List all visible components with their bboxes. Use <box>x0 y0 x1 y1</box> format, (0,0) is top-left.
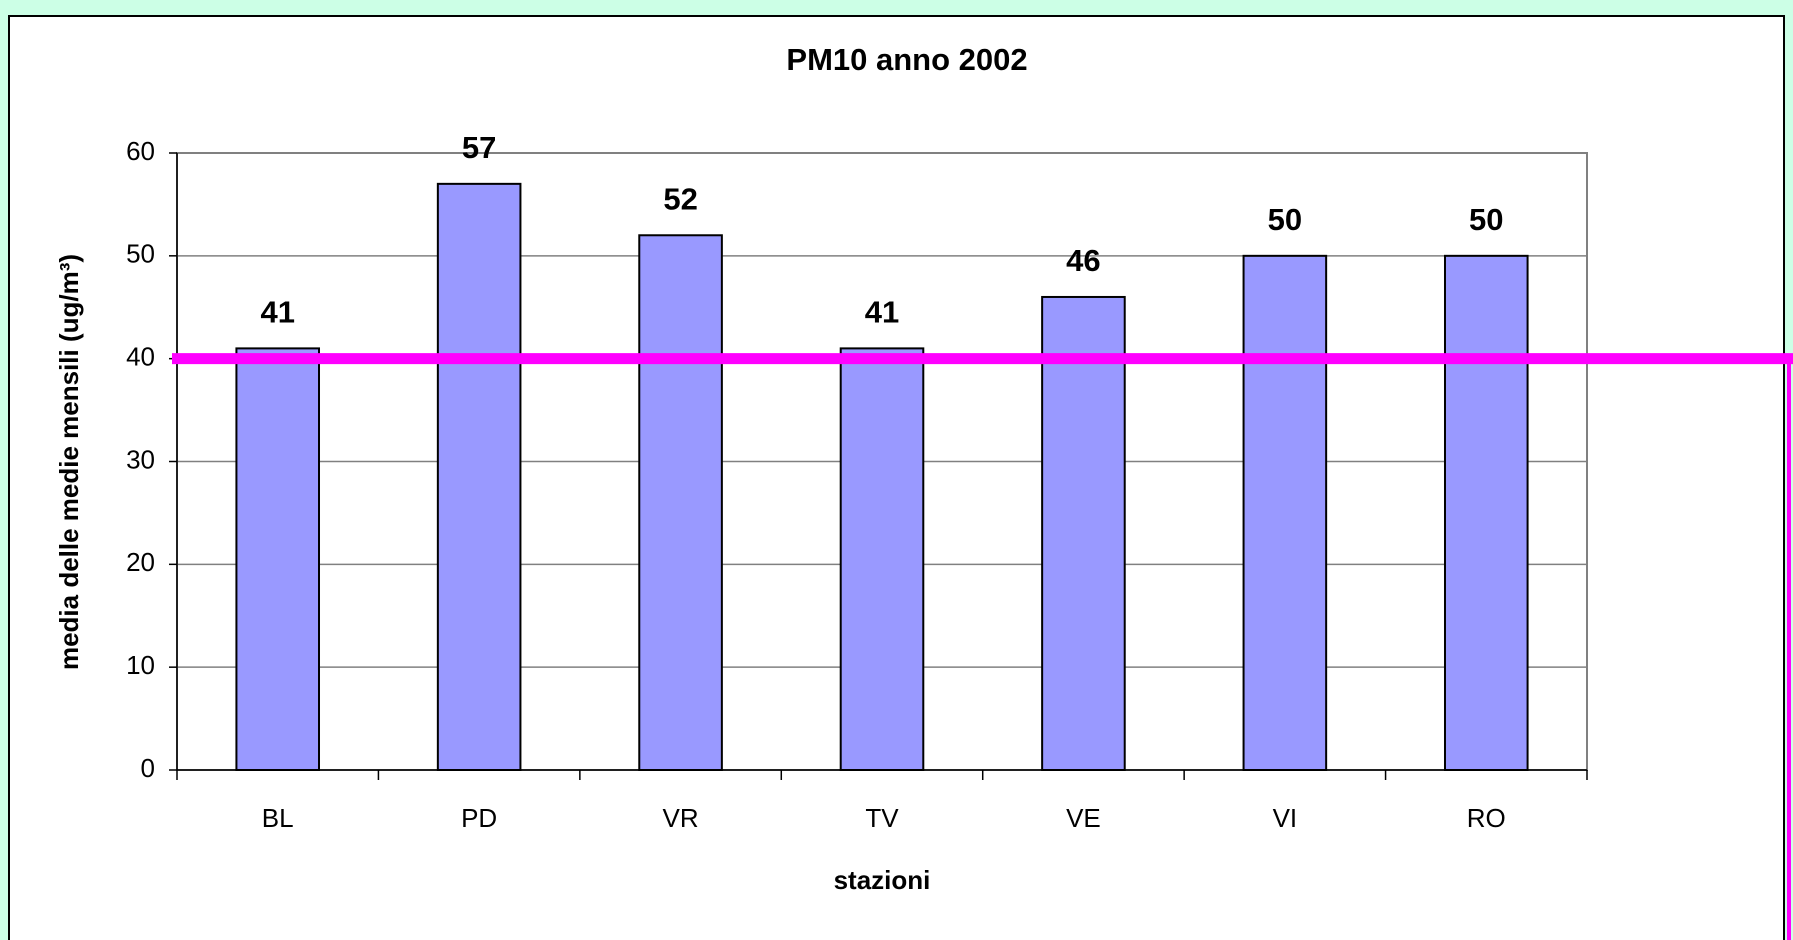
data-label: 57 <box>462 130 496 165</box>
y-tick-label: 10 <box>126 650 155 680</box>
bar <box>1242 254 1328 772</box>
x-tick-label: RO <box>1467 803 1506 833</box>
x-tick-label: VE <box>1066 803 1101 833</box>
y-tick-label: 60 <box>126 136 155 166</box>
x-tick-label: PD <box>461 803 497 833</box>
bar <box>638 234 723 771</box>
y-tick-label: 20 <box>126 547 155 577</box>
data-label: 46 <box>1066 243 1100 278</box>
bar <box>235 347 321 771</box>
data-label: 52 <box>663 181 697 216</box>
bar <box>1041 295 1126 771</box>
x-tick-label: VI <box>1273 803 1298 833</box>
x-axis-label: stazioni <box>834 865 931 895</box>
y-tick-label: 30 <box>126 444 155 474</box>
bar <box>839 347 925 771</box>
data-label: 50 <box>1268 202 1302 237</box>
data-label: 50 <box>1469 202 1503 237</box>
data-label: 41 <box>865 295 899 330</box>
y-tick-label: 0 <box>141 753 155 783</box>
y-tick-label: 50 <box>126 239 155 269</box>
bar <box>436 182 522 772</box>
x-tick-label: VR <box>663 803 699 833</box>
y-axis-label: media delle medie mensili (ug/m³) <box>54 254 84 670</box>
chart-title: PM10 anno 2002 <box>786 42 1027 77</box>
x-tick-label: TV <box>865 803 899 833</box>
x-tick-label: BL <box>262 803 294 833</box>
bar <box>1443 254 1529 772</box>
data-label: 41 <box>260 295 294 330</box>
y-tick-label: 40 <box>126 342 155 372</box>
